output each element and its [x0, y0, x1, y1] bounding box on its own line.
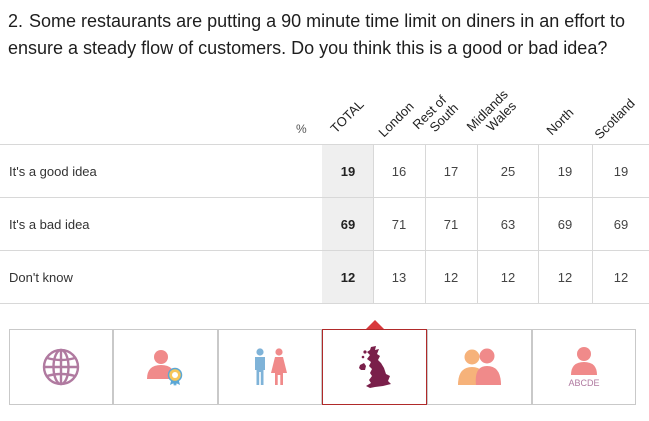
- column-divider: [592, 145, 593, 303]
- total-column-bg: [322, 145, 374, 303]
- data-cell: 12: [613, 270, 629, 285]
- abcde-caption: ABCDE: [568, 378, 599, 388]
- data-cell-total: 69: [340, 217, 356, 232]
- tab-age[interactable]: [113, 329, 218, 405]
- data-cell: 25: [500, 164, 516, 179]
- question-text: 2. Some restaurants are putting a 90 minu…: [8, 8, 644, 62]
- col-header-total: TOTAL: [327, 96, 367, 136]
- col-header-midlands-wales: Midlands Wales: [463, 86, 520, 135]
- col-header-rest-of-south: Rest of South: [409, 92, 462, 135]
- row-label: It's a bad idea: [9, 217, 90, 232]
- row-label: Don't know: [9, 270, 73, 285]
- tab-region[interactable]: [322, 329, 427, 405]
- row-label: It's a good idea: [9, 164, 97, 179]
- data-cell-total: 12: [340, 270, 356, 285]
- data-cell: 12: [443, 270, 459, 285]
- data-cell: 17: [443, 164, 459, 179]
- person-abcde-icon: ABCDE: [568, 347, 600, 388]
- data-cell: 69: [557, 217, 573, 232]
- results-table: It's a good idea 19 16 17 25 19 19 It's …: [0, 144, 649, 304]
- column-divider: [538, 145, 539, 303]
- man-woman-icon: [255, 348, 287, 385]
- globe-icon: [42, 348, 80, 386]
- breakdown-tabs: ABCDE: [9, 329, 636, 406]
- col-header-north: North: [543, 104, 577, 138]
- tab-social-grade[interactable]: [427, 329, 532, 405]
- person-award-icon: [146, 350, 182, 386]
- active-tab-pointer: [366, 320, 384, 329]
- data-cell: 13: [391, 270, 407, 285]
- column-divider: [373, 145, 374, 303]
- column-divider: [425, 145, 426, 303]
- question-body: Some restaurants are putting a 90 minute…: [8, 11, 625, 58]
- uk-map-icon: [358, 346, 391, 388]
- data-cell-total: 19: [340, 164, 356, 179]
- data-cell: 12: [500, 270, 516, 285]
- table-row: Don't know 12 13 12 12 12 12: [0, 250, 649, 304]
- column-divider: [477, 145, 478, 303]
- data-cell: 12: [557, 270, 573, 285]
- data-cell: 16: [391, 164, 407, 179]
- tab-overall[interactable]: [9, 329, 113, 405]
- data-cell: 71: [391, 217, 407, 232]
- data-cell: 69: [613, 217, 629, 232]
- two-people-icon: [457, 348, 501, 385]
- percent-label: %: [296, 122, 307, 136]
- col-header-scotland: Scotland: [591, 95, 638, 142]
- tab-abcde[interactable]: ABCDE: [532, 329, 636, 405]
- data-cell: 19: [613, 164, 629, 179]
- data-cell: 19: [557, 164, 573, 179]
- data-cell: 71: [443, 217, 459, 232]
- tab-gender[interactable]: [218, 329, 322, 405]
- table-row: It's a bad idea 69 71 71 63 69 69: [0, 197, 649, 250]
- table-row: It's a good idea 19 16 17 25 19 19: [0, 144, 649, 197]
- data-cell: 63: [500, 217, 516, 232]
- question-number: 2.: [8, 11, 24, 31]
